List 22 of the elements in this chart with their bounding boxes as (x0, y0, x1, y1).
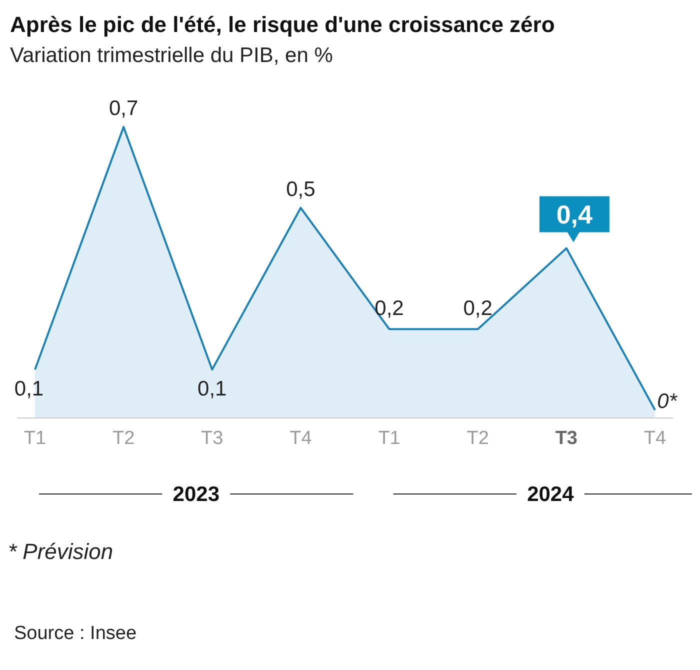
data-label: 0* (657, 390, 678, 413)
data-label: 0,7 (108, 97, 138, 120)
data-label: 0,1 (14, 378, 44, 401)
data-label: 0,4 (556, 199, 594, 230)
x-tick-label: T1 (24, 428, 46, 449)
source-note: Source : Insee (14, 623, 137, 644)
data-label: 0,1 (198, 378, 227, 401)
x-tick-label: T3 (555, 428, 578, 449)
chart-title: Après le pic de l'été, le risque d'une croissance zéro (10, 12, 555, 37)
data-label: 0,5 (286, 178, 316, 201)
x-tick-label: T4 (290, 428, 312, 449)
chart-subtitle: Variation trimestrielle du PIB, en % (10, 44, 333, 67)
x-tick-label: T1 (378, 428, 400, 449)
text: 2023 (172, 483, 220, 506)
x-tick-label: T2 (112, 428, 135, 449)
x-tick-label: T3 (201, 428, 224, 449)
data-label: 0,2 (463, 297, 492, 320)
text: 2024 (527, 483, 574, 506)
text: * Prévision (8, 539, 114, 564)
data-label: 0,2 (374, 297, 404, 320)
x-tick-label: T4 (644, 428, 667, 449)
x-tick-label: T2 (466, 428, 489, 449)
